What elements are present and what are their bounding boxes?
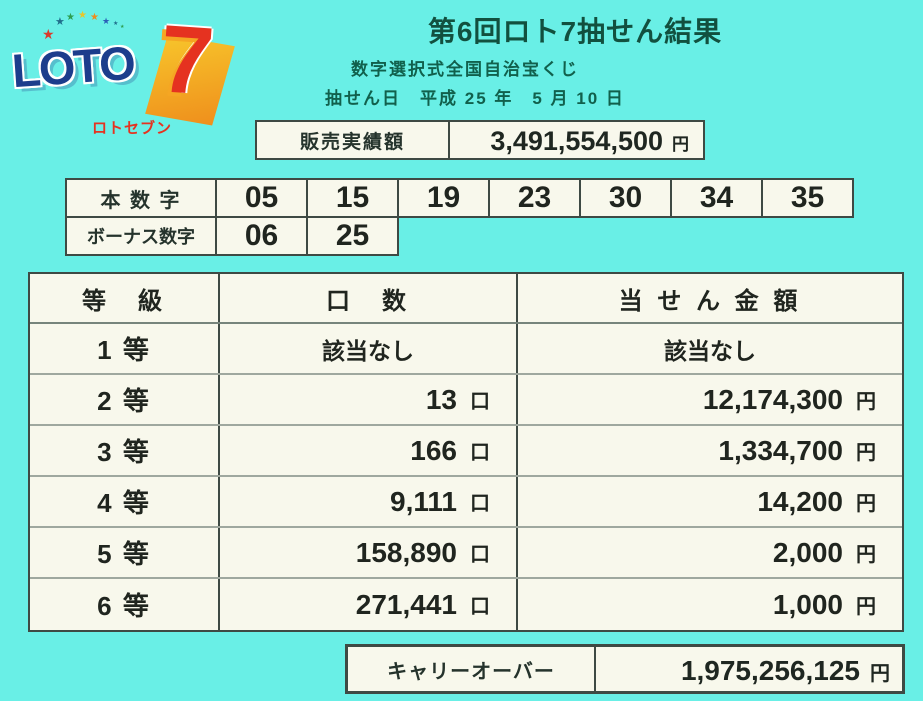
prize-amount-suffix: 円 — [856, 391, 876, 413]
prize-amount: 該当なし — [664, 337, 756, 364]
prize-units: 271,441 口 — [220, 579, 518, 630]
bonus-numbers-row: ボーナス数字 06 25 — [65, 218, 854, 256]
main-number-cell: 35 — [763, 178, 854, 218]
sales-label: 販売実績額 — [257, 122, 450, 158]
logo-star-icon: ★ — [78, 10, 87, 21]
prize-amount: 14,200 円 — [518, 477, 902, 526]
bonus-number-cell: 06 — [217, 218, 308, 256]
prize-units: 13 口 — [220, 375, 518, 424]
prize-tier: 6 等 — [30, 579, 220, 630]
main-numbers-cells: 05 15 19 23 30 34 35 — [217, 178, 854, 218]
prize-units-value: 13 — [425, 383, 457, 415]
sales-result-box: 販売実績額 3,491,554,500 円 — [255, 120, 705, 160]
carryover-amount-unit: 円 — [870, 663, 890, 685]
prize-units-suffix: 口 — [470, 391, 490, 413]
logo-star-icon: ★ — [113, 21, 119, 27]
prize-amount: 12,174,300 円 — [518, 375, 902, 424]
prize-units-value: 166 — [410, 434, 457, 466]
prize-amount: 1,000 円 — [518, 579, 902, 630]
bonus-numbers-cells: 06 25 — [217, 218, 399, 256]
prize-units-suffix: 口 — [470, 442, 490, 464]
main-number-cell: 05 — [217, 178, 308, 218]
prize-amount-value: 2,000 — [772, 536, 843, 568]
logo-loto-text: LOTO — [10, 35, 136, 98]
prize-amount-suffix: 円 — [856, 596, 876, 618]
carryover-box: キャリーオーバー 1,975,256,125 円 — [345, 644, 905, 694]
prize-amount-suffix: 円 — [856, 493, 876, 515]
prize-amount-value: 1,334,700 — [718, 434, 843, 466]
prize-amount-value: 12,174,300 — [702, 383, 843, 415]
bonus-numbers-label: ボーナス数字 — [65, 218, 217, 256]
logo-star-icon: ★ — [120, 24, 125, 30]
bonus-number-cell: 25 — [308, 218, 399, 256]
prize-units: 158,890 口 — [220, 528, 518, 577]
sales-amount-unit: 円 — [672, 135, 689, 154]
header-amount: 当 せ ん 金 額 — [618, 287, 802, 315]
prize-units: 該当なし — [220, 324, 518, 373]
sales-amount: 3,491,554,500 円 — [450, 122, 703, 158]
logo-star-icon: ★ — [102, 16, 111, 26]
prize-amount: 1,334,700 円 — [518, 426, 902, 475]
prize-table-row: 2 等 13 口 12,174,300 円 — [30, 375, 902, 426]
prize-amount-suffix: 円 — [856, 442, 876, 464]
logo-star-icon: ★ — [42, 26, 55, 42]
main-number-cell: 19 — [399, 178, 490, 218]
lottery-type-subtitle: 数字選択式全国自治宝くじ — [351, 60, 579, 79]
prize-units-value: 9,111 — [390, 485, 457, 517]
main-number-cell: 15 — [308, 178, 399, 218]
winning-numbers-table: 本 数 字 05 15 19 23 30 34 35 ボーナス数字 06 25 — [65, 178, 854, 256]
page-title: 第6回ロト7抽せん結果 — [427, 16, 723, 47]
loto7-logo: ★ ★ ★ ★ ★ ★ ★ ★ LOTO 7 ロトセブン — [10, 5, 242, 137]
prize-tier: 2 等 — [30, 375, 220, 424]
main-numbers-row: 本 数 字 05 15 19 23 30 34 35 — [65, 178, 854, 218]
prize-tier: 5 等 — [30, 528, 220, 577]
prize-units: 9,111 口 — [220, 477, 518, 526]
prize-tier: 3 等 — [30, 426, 220, 475]
header-units: 口 数 — [220, 274, 518, 322]
prize-table-row: 3 等 166 口 1,334,700 円 — [30, 426, 902, 477]
logo-seven-digit: 7 — [156, 5, 218, 116]
main-numbers-label: 本 数 字 — [65, 178, 217, 218]
header-tier: 等 級 — [30, 274, 220, 322]
prize-units-value: 271,441 — [355, 588, 457, 620]
draw-date: 抽せん日 平成 25 年 5 月 10 日 — [325, 89, 625, 108]
prize-table-row: 4 等 9,111 口 14,200 円 — [30, 477, 902, 528]
prize-units-suffix: 口 — [470, 544, 490, 566]
prize-table: 等 級 口 数 当 せ ん 金 額 1 等 該当なし 該当なし 2 等 13 口… — [28, 272, 904, 632]
prize-units-suffix: 口 — [470, 596, 490, 618]
prize-units-value: 158,890 — [355, 536, 457, 568]
logo-star-icon: ★ — [90, 12, 99, 23]
carryover-amount: 1,975,256,125 円 — [596, 647, 902, 691]
logo-katakana-subtext: ロトセブン — [92, 120, 173, 137]
prize-tier: 4 等 — [30, 477, 220, 526]
prize-table-body: 1 等 該当なし 該当なし 2 等 13 口 12,174,300 円 3 等 … — [30, 324, 902, 630]
main-number-cell: 30 — [581, 178, 672, 218]
main-number-cell: 23 — [490, 178, 581, 218]
carryover-amount-value: 1,975,256,125 — [680, 655, 860, 686]
prize-table-row: 1 等 該当なし 該当なし — [30, 324, 902, 375]
main-number-cell: 34 — [672, 178, 763, 218]
prize-amount: 2,000 円 — [518, 528, 902, 577]
sales-amount-value: 3,491,554,500 — [490, 126, 663, 156]
prize-table-header: 等 級 口 数 当 せ ん 金 額 — [30, 274, 902, 324]
prize-units: 166 口 — [220, 426, 518, 475]
logo-star-icon: ★ — [55, 16, 65, 28]
prize-amount-value: 14,200 — [757, 485, 843, 517]
prize-tier: 1 等 — [30, 324, 220, 373]
prize-units-suffix: 口 — [470, 493, 490, 515]
logo-star-icon: ★ — [66, 12, 75, 23]
prize-table-row: 6 等 271,441 口 1,000 円 — [30, 579, 902, 630]
prize-amount-suffix: 円 — [856, 544, 876, 566]
prize-table-row: 5 等 158,890 口 2,000 円 — [30, 528, 902, 579]
carryover-label: キャリーオーバー — [348, 647, 596, 691]
prize-amount-value: 1,000 — [772, 588, 843, 620]
